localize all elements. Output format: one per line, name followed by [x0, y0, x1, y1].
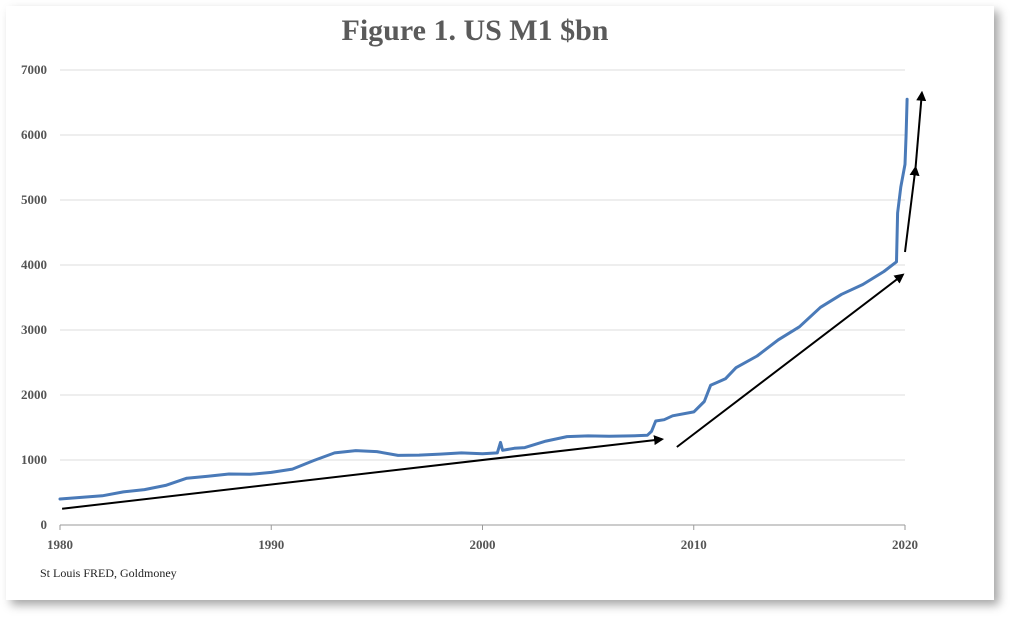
source-note: St Louis FRED, Goldmoney — [40, 566, 177, 580]
y-tick-label: 2000 — [21, 387, 47, 402]
y-tick-labels: 0 1000 2000 3000 4000 5000 6000 7000 — [21, 62, 47, 532]
x-tick-label: 1980 — [47, 537, 73, 552]
series-group — [58, 97, 909, 501]
y-tick-label: 6000 — [21, 127, 47, 142]
x-tick-label: 2000 — [470, 537, 496, 552]
y-tick-label: 5000 — [21, 192, 47, 207]
x-tick-labels: 1980 1990 2000 2010 2020 — [47, 537, 918, 552]
y-tick-label: 3000 — [21, 322, 47, 337]
annotation-arrows — [61, 90, 927, 510]
x-tick-label: 1990 — [258, 537, 284, 552]
y-tick-label: 7000 — [21, 62, 47, 77]
x-tick-label: 2010 — [681, 537, 707, 552]
trend-arrow — [61, 435, 665, 510]
y-tick-label: 0 — [41, 517, 48, 532]
axes — [59, 524, 906, 530]
series-line — [58, 97, 909, 501]
y-tick-label: 1000 — [21, 452, 47, 467]
trend-arrow — [676, 273, 905, 448]
y-tick-label: 4000 — [21, 257, 47, 272]
chart-title: Figure 1. US M1 $bn — [341, 14, 609, 47]
trend-arrow — [904, 165, 920, 253]
x-tick-label: 2020 — [892, 537, 918, 552]
grid-lines — [60, 69, 905, 461]
trend-arrow — [914, 90, 927, 168]
